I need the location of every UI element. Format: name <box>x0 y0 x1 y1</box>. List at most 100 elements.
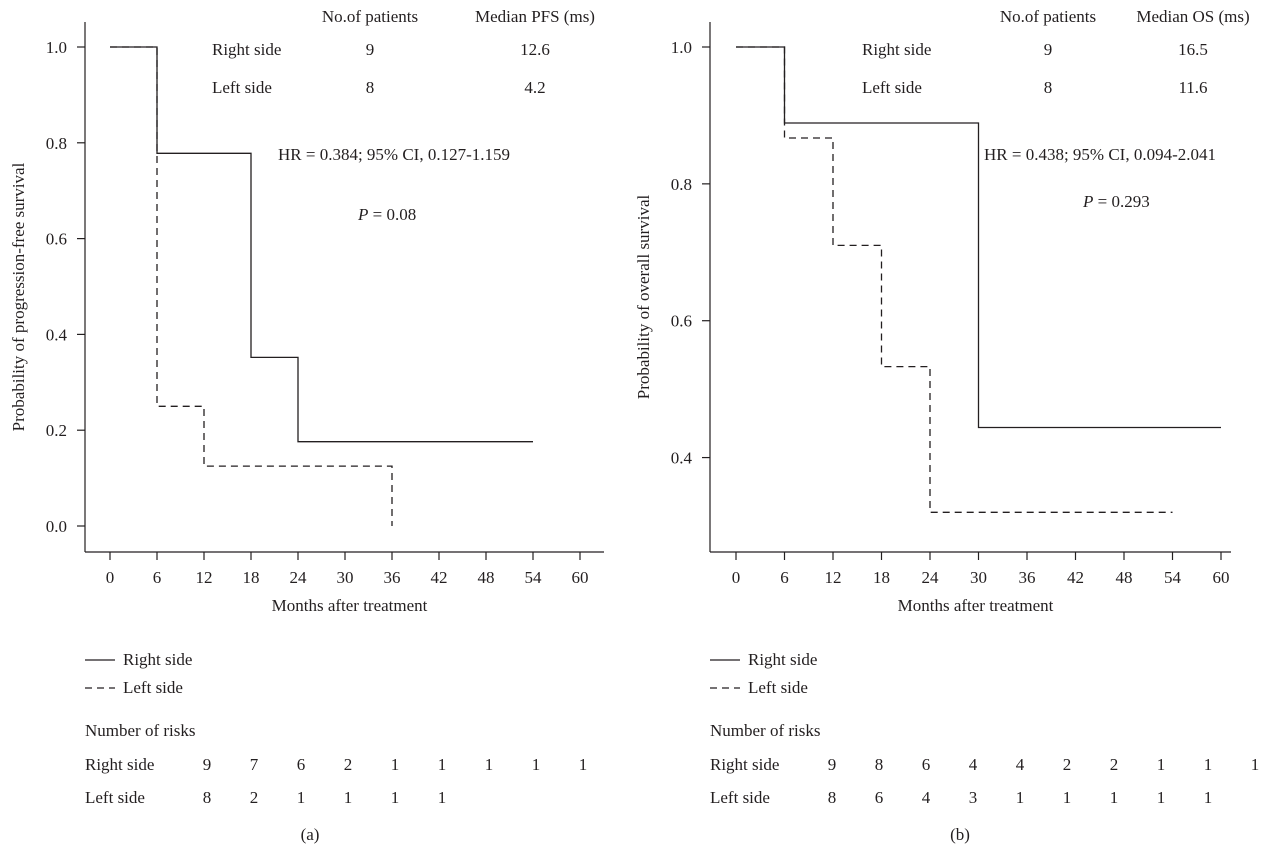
x-tick-label: 42 <box>431 568 448 587</box>
risk-value: 2 <box>1063 755 1072 774</box>
y-tick-label: 1.0 <box>671 38 692 57</box>
x-tick-label: 12 <box>196 568 213 587</box>
p-symbol: P <box>357 205 368 224</box>
x-tick-label: 0 <box>732 568 741 587</box>
risk-value: 1 <box>532 755 541 774</box>
risk-value: 1 <box>1110 788 1119 807</box>
p-value: = 0.293 <box>1093 192 1149 211</box>
panel-a: 0 6 12 18 24 30 36 42 48 54 600.00.20.40.60.81.0Mo… <box>9 7 604 844</box>
summary-patients-value: 9 <box>366 40 375 59</box>
x-tick-label: 54 <box>1164 568 1182 587</box>
y-tick-label: 0.6 <box>671 312 692 331</box>
risk-table-title: Number of risks <box>710 721 820 740</box>
x-tick-label: 48 <box>1116 568 1133 587</box>
summary-median-value: 16.5 <box>1178 40 1208 59</box>
risk-value: 1 <box>297 788 306 807</box>
panel-label: (a) <box>301 825 320 844</box>
summary-header-patients: No.of patients <box>1000 7 1096 26</box>
p-symbol: P <box>1082 192 1093 211</box>
risk-table-title: Number of risks <box>85 721 195 740</box>
risk-value: 1 <box>438 755 447 774</box>
x-tick-label: 36 <box>1019 568 1036 587</box>
summary-patients-value: 9 <box>1044 40 1053 59</box>
x-tick-label: 36 <box>384 568 401 587</box>
x-tick-label: 42 <box>1067 568 1084 587</box>
x-axis-title: Months after treatment <box>272 596 428 615</box>
risk-value: 4 <box>1016 755 1025 774</box>
summary-median-value: 12.6 <box>520 40 550 59</box>
series-line-left-side <box>110 46 393 526</box>
risk-value: 1 <box>485 755 494 774</box>
hr-annotation: HR = 0.438; 95% CI, 0.094-2.041 <box>984 145 1216 164</box>
x-tick-label: 24 <box>290 568 308 587</box>
summary-header-patients: No.of patients <box>322 7 418 26</box>
risk-value: 1 <box>391 755 400 774</box>
series-line-right-side <box>110 46 533 443</box>
x-tick-label: 60 <box>1213 568 1230 587</box>
risk-row-label: Left side <box>710 788 770 807</box>
risk-value: 4 <box>922 788 931 807</box>
y-tick-label: 0.2 <box>46 421 67 440</box>
risk-value: 1 <box>1157 788 1166 807</box>
risk-value: 9 <box>828 755 837 774</box>
legend-label: Left side <box>123 678 183 697</box>
risk-value: 8 <box>875 755 884 774</box>
p-value: = 0.08 <box>368 205 416 224</box>
hr-annotation: HR = 0.384; 95% CI, 0.127-1.159 <box>278 145 510 164</box>
y-tick-label: 0.4 <box>671 449 693 468</box>
risk-row-label: Right side <box>85 755 154 774</box>
risk-value: 4 <box>969 755 978 774</box>
risk-value: 1 <box>579 755 588 774</box>
y-tick-label: 0.0 <box>46 517 67 536</box>
risk-row-label: Right side <box>710 755 779 774</box>
risk-value: 2 <box>1110 755 1119 774</box>
legend-label: Right side <box>748 650 817 669</box>
x-tick-label: 6 <box>153 568 162 587</box>
summary-header-median: Median OS (ms) <box>1136 7 1249 26</box>
summary-row-label: Right side <box>862 40 931 59</box>
risk-row-label: Left side <box>85 788 145 807</box>
x-tick-label: 60 <box>572 568 589 587</box>
risk-value: 2 <box>250 788 259 807</box>
risk-value: 1 <box>1157 755 1166 774</box>
risk-value: 6 <box>297 755 306 774</box>
risk-value: 1 <box>1016 788 1025 807</box>
risk-value: 6 <box>875 788 884 807</box>
y-tick-label: 0.4 <box>46 325 68 344</box>
risk-value: 2 <box>344 755 353 774</box>
x-tick-label: 30 <box>970 568 987 587</box>
legend-label: Left side <box>748 678 808 697</box>
risk-value: 7 <box>250 755 259 774</box>
panel-label: (b) <box>950 825 970 844</box>
risk-value: 1 <box>1063 788 1072 807</box>
legend-label: Right side <box>123 650 192 669</box>
x-tick-label: 54 <box>525 568 543 587</box>
risk-value: 3 <box>969 788 978 807</box>
summary-median-value: 4.2 <box>524 78 545 97</box>
risk-value: 1 <box>438 788 447 807</box>
x-tick-label: 30 <box>337 568 354 587</box>
risk-value: 1 <box>391 788 400 807</box>
x-tick-label: 18 <box>243 568 260 587</box>
y-tick-label: 0.8 <box>671 175 692 194</box>
y-tick-label: 1.0 <box>46 38 67 57</box>
summary-patients-value: 8 <box>366 78 375 97</box>
summary-row-label: Left side <box>212 78 272 97</box>
x-tick-label: 24 <box>922 568 940 587</box>
series-line-left-side <box>736 46 1173 513</box>
risk-value: 6 <box>922 755 931 774</box>
risk-value: 1 <box>1204 788 1213 807</box>
y-tick-label: 0.6 <box>46 230 67 249</box>
summary-row-label: Right side <box>212 40 281 59</box>
x-axis-title: Months after treatment <box>898 596 1054 615</box>
x-tick-label: 6 <box>780 568 789 587</box>
risk-value: 9 <box>203 755 212 774</box>
series-line-right-side <box>736 46 1221 429</box>
x-tick-label: 0 <box>106 568 115 587</box>
x-tick-label: 18 <box>873 568 890 587</box>
summary-header-median: Median PFS (ms) <box>475 7 595 26</box>
risk-value: 8 <box>203 788 212 807</box>
x-tick-label: 48 <box>478 568 495 587</box>
